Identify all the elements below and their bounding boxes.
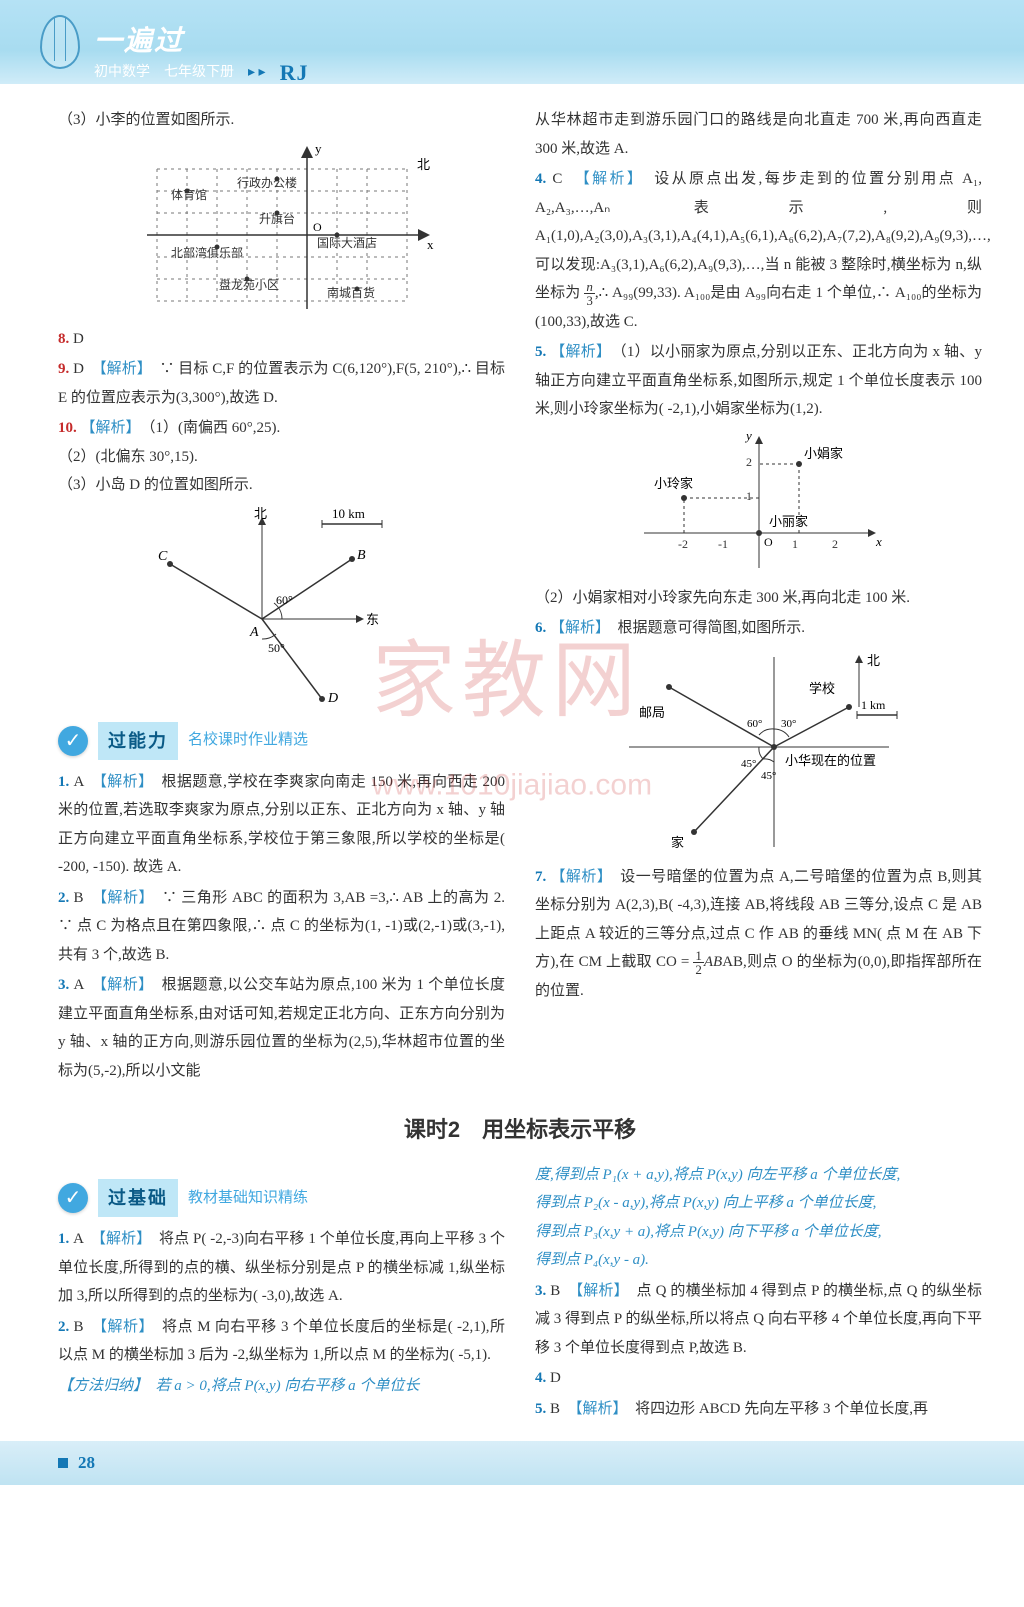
q6-graph: 北 邮局 学校 家 小华现在的位置 60° 30° 45° 45° 1 km	[535, 647, 982, 857]
svg-text:45°: 45°	[761, 770, 776, 782]
svg-text:北: 北	[254, 506, 267, 521]
section-ability-subtitle: 名校课时作业精选	[188, 726, 308, 755]
svg-text:北: 北	[867, 653, 880, 668]
svg-text:1 km: 1 km	[861, 698, 886, 712]
section-basic-title: 过基础	[98, 1179, 178, 1217]
q10: 10. 【解析】 （1）(南偏西 60°,25). （2）(北偏东 30°,15…	[58, 414, 505, 500]
axis-x: x	[427, 237, 434, 252]
svg-text:体育馆: 体育馆	[171, 187, 207, 202]
svg-text:小华现在的位置: 小华现在的位置	[785, 753, 876, 768]
svg-text:O: O	[313, 220, 322, 234]
basic-q3: 3. B 【解析】 点 Q 的横坐标加 4 得到点 P 的横坐标,点 Q 的纵坐…	[535, 1277, 982, 1363]
svg-text:北: 北	[417, 157, 430, 172]
compass-diagram: 北东 B C D A 60° 50° 10 km	[58, 504, 505, 704]
svg-text:30°: 30°	[781, 718, 796, 730]
svg-text:10 km: 10 km	[332, 506, 365, 521]
svg-text:小玲家: 小玲家	[654, 476, 693, 491]
svg-text:1: 1	[792, 537, 798, 551]
section-basic-header: ✓ 过基础 教材基础知识精练	[58, 1179, 505, 1217]
q8: 8. D	[58, 325, 505, 354]
svg-text:C: C	[158, 549, 168, 564]
page-footer: 28	[0, 1441, 1024, 1485]
svg-text:y: y	[744, 428, 752, 443]
grade-label: 七年级下册	[164, 60, 234, 87]
page-header: 一遍过 初中数学 七年级下册 ▸ ▸ RJ	[0, 0, 1024, 84]
page-number: 28	[78, 1447, 95, 1479]
svg-text:北部湾俱乐部: 北部湾俱乐部	[171, 245, 243, 260]
svg-text:南城百货: 南城百货	[327, 285, 375, 300]
section-ability-title: 过能力	[98, 722, 178, 760]
svg-text:家: 家	[671, 835, 684, 850]
balloon-icon	[40, 15, 80, 69]
q3-continued: 从华林超市走到游乐园门口的路线是向北直走 700 米,再向西直走 300 米,故…	[535, 106, 982, 163]
svg-text:60°: 60°	[276, 593, 293, 607]
ability-q1: 1. A 【解析】 根据题意,学校在李爽家向南走 150 米,再向西走 200 …	[58, 768, 505, 882]
q7: 7. 【解析】 设一号暗堡的位置为点 A,二号暗堡的位置为点 B,则其坐标分别为…	[535, 863, 982, 1006]
q6: 6. 【解析】 根据题意可得简图,如图所示.	[535, 614, 982, 643]
q4: 4. C 【解析】 设从原点出发,每步走到的位置分别用点 A₁, A₂,A₃,……	[535, 165, 982, 336]
svg-text:x: x	[875, 534, 882, 549]
svg-text:1: 1	[746, 489, 752, 503]
svg-text:D: D	[327, 691, 338, 704]
svg-text:-1: -1	[718, 537, 728, 551]
ability-q2: 2. B 【解析】 ∵ 三角形 ABC 的面积为 3,AB =3,∴ AB 上的…	[58, 884, 505, 970]
q5-graph: x y O -2 -1 1 2 1 2 小玲家 小娟家 小丽家	[535, 428, 982, 578]
section-ability-header: ✓ 过能力 名校课时作业精选	[58, 722, 505, 760]
axis-y: y	[315, 141, 322, 156]
svg-text:2: 2	[832, 537, 838, 551]
ability-q3: 3. A 【解析】 根据题意,以公交车站为原点,100 米为 1 个单位长度建立…	[58, 971, 505, 1085]
section-basic-subtitle: 教材基础知识精练	[188, 1184, 308, 1213]
chevron-icon: ▸ ▸	[248, 60, 266, 87]
svg-text:东: 东	[366, 612, 379, 627]
lesson-2-title: 课时2 用坐标表示平移	[58, 1109, 982, 1151]
svg-text:60°: 60°	[747, 718, 762, 730]
svg-text:小丽家: 小丽家	[769, 514, 808, 529]
q9: 9. D 【解析】 ∵ 目标 C,F 的位置表示为 C(6,120°),F(5,…	[58, 355, 505, 412]
svg-text:国际大酒店: 国际大酒店	[317, 236, 377, 250]
svg-text:A: A	[249, 625, 259, 640]
subject-label: 初中数学	[94, 60, 150, 87]
check-icon: ✓	[58, 726, 88, 756]
svg-text:邮局: 邮局	[639, 705, 665, 720]
svg-text:小娟家: 小娟家	[804, 446, 843, 461]
basic-q5: 5. B 【解析】 将四边形 ABCD 先向左平移 3 个单位长度,再	[535, 1395, 982, 1424]
method-summary: 【方法归纳】 若 a > 0,将点 P(x,y) 向右平移 a 个单位长	[58, 1372, 505, 1401]
method-cont: 度,得到点 P₁(x + a,y),将点 P(x,y) 向左平移 a 个单位长度…	[535, 1161, 982, 1275]
basic-q1: 1. A 【解析】 将点 P( -2,-3)向右平移 1 个单位长度,再向上平移…	[58, 1225, 505, 1311]
svg-text:50°: 50°	[268, 641, 285, 655]
check-icon: ✓	[58, 1183, 88, 1213]
grid-diagram: x y 北 O 体育馆行政办公楼 升旗台 北部湾俱乐部国际大酒店 盘龙苑小区南城…	[58, 139, 505, 319]
q5: 5. 【解析】 （1）以小丽家为原点,分别以正东、正北方向为 x 轴、y 轴正方…	[535, 338, 982, 424]
svg-text:45°: 45°	[741, 758, 756, 770]
svg-text:学校: 学校	[809, 681, 835, 696]
basic-q4: 4. D	[535, 1364, 982, 1393]
svg-text:B: B	[357, 548, 366, 563]
q5-part2: （2）小娟家相对小玲家先向东走 300 米,再向北走 100 米.	[535, 584, 982, 613]
basic-q2: 2. B 【解析】 将点 M 向右平移 3 个单位长度后的坐标是( -2,1),…	[58, 1313, 505, 1370]
svg-text:2: 2	[746, 455, 752, 469]
svg-text:-2: -2	[678, 537, 688, 551]
footer-marker-icon	[58, 1458, 68, 1468]
page-body: 家教网 www.1010jiajiao.com （3）小李的位置如图所示. x …	[0, 84, 1024, 1441]
svg-text:行政办公楼: 行政办公楼	[237, 175, 297, 190]
answer-3-text: （3）小李的位置如图所示.	[58, 106, 505, 135]
svg-text:O: O	[764, 535, 773, 549]
